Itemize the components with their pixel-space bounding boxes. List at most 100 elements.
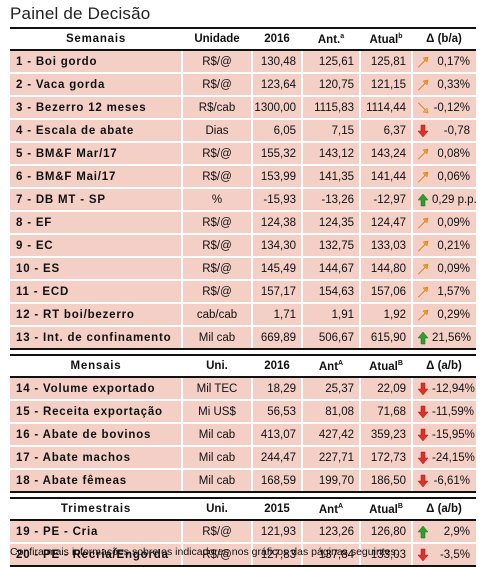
down-red-arrow-icon <box>416 474 430 488</box>
indicator-previous-value: -13,26 <box>301 187 360 211</box>
indicator-delta: 1,57% <box>432 279 476 303</box>
indicator-current-value: 144,80 <box>359 256 412 280</box>
indicator-delta: 0,09% <box>432 210 476 234</box>
indicator-previous-value: 120,75 <box>301 72 360 96</box>
down-orange-arrow-icon <box>416 101 430 115</box>
table-row: 17 - Abate machos Mil cab 244,47 227,71 172,… <box>10 445 476 469</box>
up-orange-arrow-icon <box>416 239 430 253</box>
indicator-year-value: 121,93 <box>251 519 302 543</box>
header-atual-sup: B <box>397 502 403 510</box>
header-ant-label: Ant <box>318 360 339 373</box>
indicator-trend <box>411 164 432 188</box>
indicator-trend <box>411 542 432 567</box>
table-row: 18 - Abate fêmeas Mil cab 168,59 199,70 186,… <box>10 468 476 493</box>
indicator-trend <box>411 49 432 73</box>
indicator-delta: -24,15% <box>432 445 476 469</box>
table-row: 5 - BM&F Mar/17 R$/@ 155,32 143,12 143,24 0,0… <box>10 141 476 165</box>
indicator-previous-value: 81,08 <box>301 399 360 423</box>
indicator-trend <box>411 187 432 211</box>
indicator-current-value: 186,50 <box>359 468 412 493</box>
indicator-current-value: 143,24 <box>359 141 412 165</box>
section-title: Semanais <box>10 27 182 51</box>
indicator-trend <box>411 445 432 469</box>
indicator-name: 11 - ECD <box>10 279 182 303</box>
indicator-name: 16 - Abate de bovinos <box>10 422 182 446</box>
indicator-previous-value: 141,35 <box>301 164 360 188</box>
header-delta: Δ (a/b) <box>412 354 476 378</box>
indicator-current-value: 125,81 <box>359 49 412 73</box>
header-atual-sup: b <box>398 32 403 40</box>
down-red-arrow-icon <box>416 428 430 442</box>
indicator-year-value: 1300,00 <box>251 95 302 119</box>
indicator-name: 17 - Abate machos <box>10 445 182 469</box>
header-ant: AntA <box>302 497 360 521</box>
section-gap <box>10 349 476 355</box>
indicator-delta: 0,08% <box>432 141 476 165</box>
indicator-current-value: 124,47 <box>359 210 412 234</box>
indicator-year-value: 1,71 <box>251 302 302 326</box>
indicator-unit: Mil cab <box>181 422 252 446</box>
header-unit: Unidade <box>182 27 252 51</box>
header-ant-label: Ant <box>318 503 339 516</box>
indicator-year-value: -15,93 <box>251 187 302 211</box>
indicator-name: 19 - PE - Cria <box>10 519 182 543</box>
indicator-name: 5 - BM&F Mar/17 <box>10 141 182 165</box>
indicator-current-value: 615,90 <box>359 325 412 350</box>
up-orange-arrow-icon <box>416 147 430 161</box>
indicator-year-value: 134,30 <box>251 233 302 257</box>
indicator-trend <box>411 141 432 165</box>
indicator-name: 10 - ES <box>10 256 182 280</box>
header-atual: AtualB <box>360 354 412 378</box>
down-red-arrow-icon <box>416 124 430 138</box>
table-row: 2 - Vaca gorda R$/@ 123,64 120,75 121,15 0,33… <box>10 72 476 96</box>
indicator-name: 20 - PE - Recria/Engorda <box>10 542 182 567</box>
header-atual-sup: B <box>397 359 403 367</box>
indicator-year-value: 124,38 <box>251 210 302 234</box>
indicator-trend <box>411 72 432 96</box>
down-red-arrow-icon <box>416 451 430 465</box>
header-ant-label: Ant. <box>317 33 341 46</box>
indicator-year-value: 123,64 <box>251 72 302 96</box>
indicator-current-value: 157,06 <box>359 279 412 303</box>
indicator-unit: R$/cab <box>181 95 252 119</box>
indicator-year-value: 155,32 <box>251 141 302 165</box>
indicator-unit: cab/cab <box>181 302 252 326</box>
section-header-row: Semanais Unidade 2016 Ant.a Atualb Δ (b/a) <box>10 27 476 51</box>
indicator-trend <box>411 279 432 303</box>
up-orange-arrow-icon <box>416 78 430 92</box>
indicator-unit: R$/@ <box>181 49 252 73</box>
table-row: 15 - Receita exportação Mi US$ 56,53 81,08 7… <box>10 399 476 423</box>
indicator-previous-value: 144,67 <box>301 256 360 280</box>
indicator-unit: Mil cab <box>181 325 252 350</box>
table-row: 16 - Abate de bovinos Mil cab 413,07 427,42… <box>10 422 476 446</box>
indicator-year-value: 153,99 <box>251 164 302 188</box>
table-row: 8 - EF R$/@ 124,38 124,35 124,47 0,09% <box>10 210 476 234</box>
table-row: 3 - Bezerro 12 meses R$/cab 1300,00 1115,83… <box>10 95 476 119</box>
indicator-previous-value: 137,84 <box>301 542 360 567</box>
table-row: 20 - PE - Recria/Engorda R$/@ 127,83 137,84… <box>10 542 476 567</box>
table-row: 9 - EC R$/@ 134,30 132,75 133,03 0,21% <box>10 233 476 257</box>
section-gap <box>10 492 476 498</box>
indicator-current-value: 133,03 <box>359 542 412 567</box>
indicator-year-value: 6,05 <box>251 118 302 142</box>
indicator-year-value: 56,53 <box>251 399 302 423</box>
indicator-unit: R$/@ <box>181 210 252 234</box>
indicator-previous-value: 125,61 <box>301 49 360 73</box>
indicator-delta: 0,29 p.p. <box>432 187 476 211</box>
header-delta: Δ (b/a) <box>412 27 476 51</box>
section-gap-cell <box>10 492 476 498</box>
indicator-unit: R$/@ <box>181 256 252 280</box>
header-atual-label: Atual <box>369 503 398 516</box>
indicator-previous-value: 124,35 <box>301 210 360 234</box>
indicator-trend <box>411 302 432 326</box>
indicator-delta: 0,29% <box>432 302 476 326</box>
indicator-unit: R$/@ <box>181 542 252 567</box>
indicator-delta: -0,12% <box>432 95 476 119</box>
indicator-delta: 0,17% <box>432 49 476 73</box>
indicator-year-value: 157,17 <box>251 279 302 303</box>
header-year: 2016 <box>252 354 302 378</box>
indicator-delta: -12,94% <box>432 376 476 400</box>
up-green-arrow-icon <box>416 193 430 207</box>
indicator-unit: Mi US$ <box>181 399 252 423</box>
indicator-unit: R$/@ <box>181 141 252 165</box>
